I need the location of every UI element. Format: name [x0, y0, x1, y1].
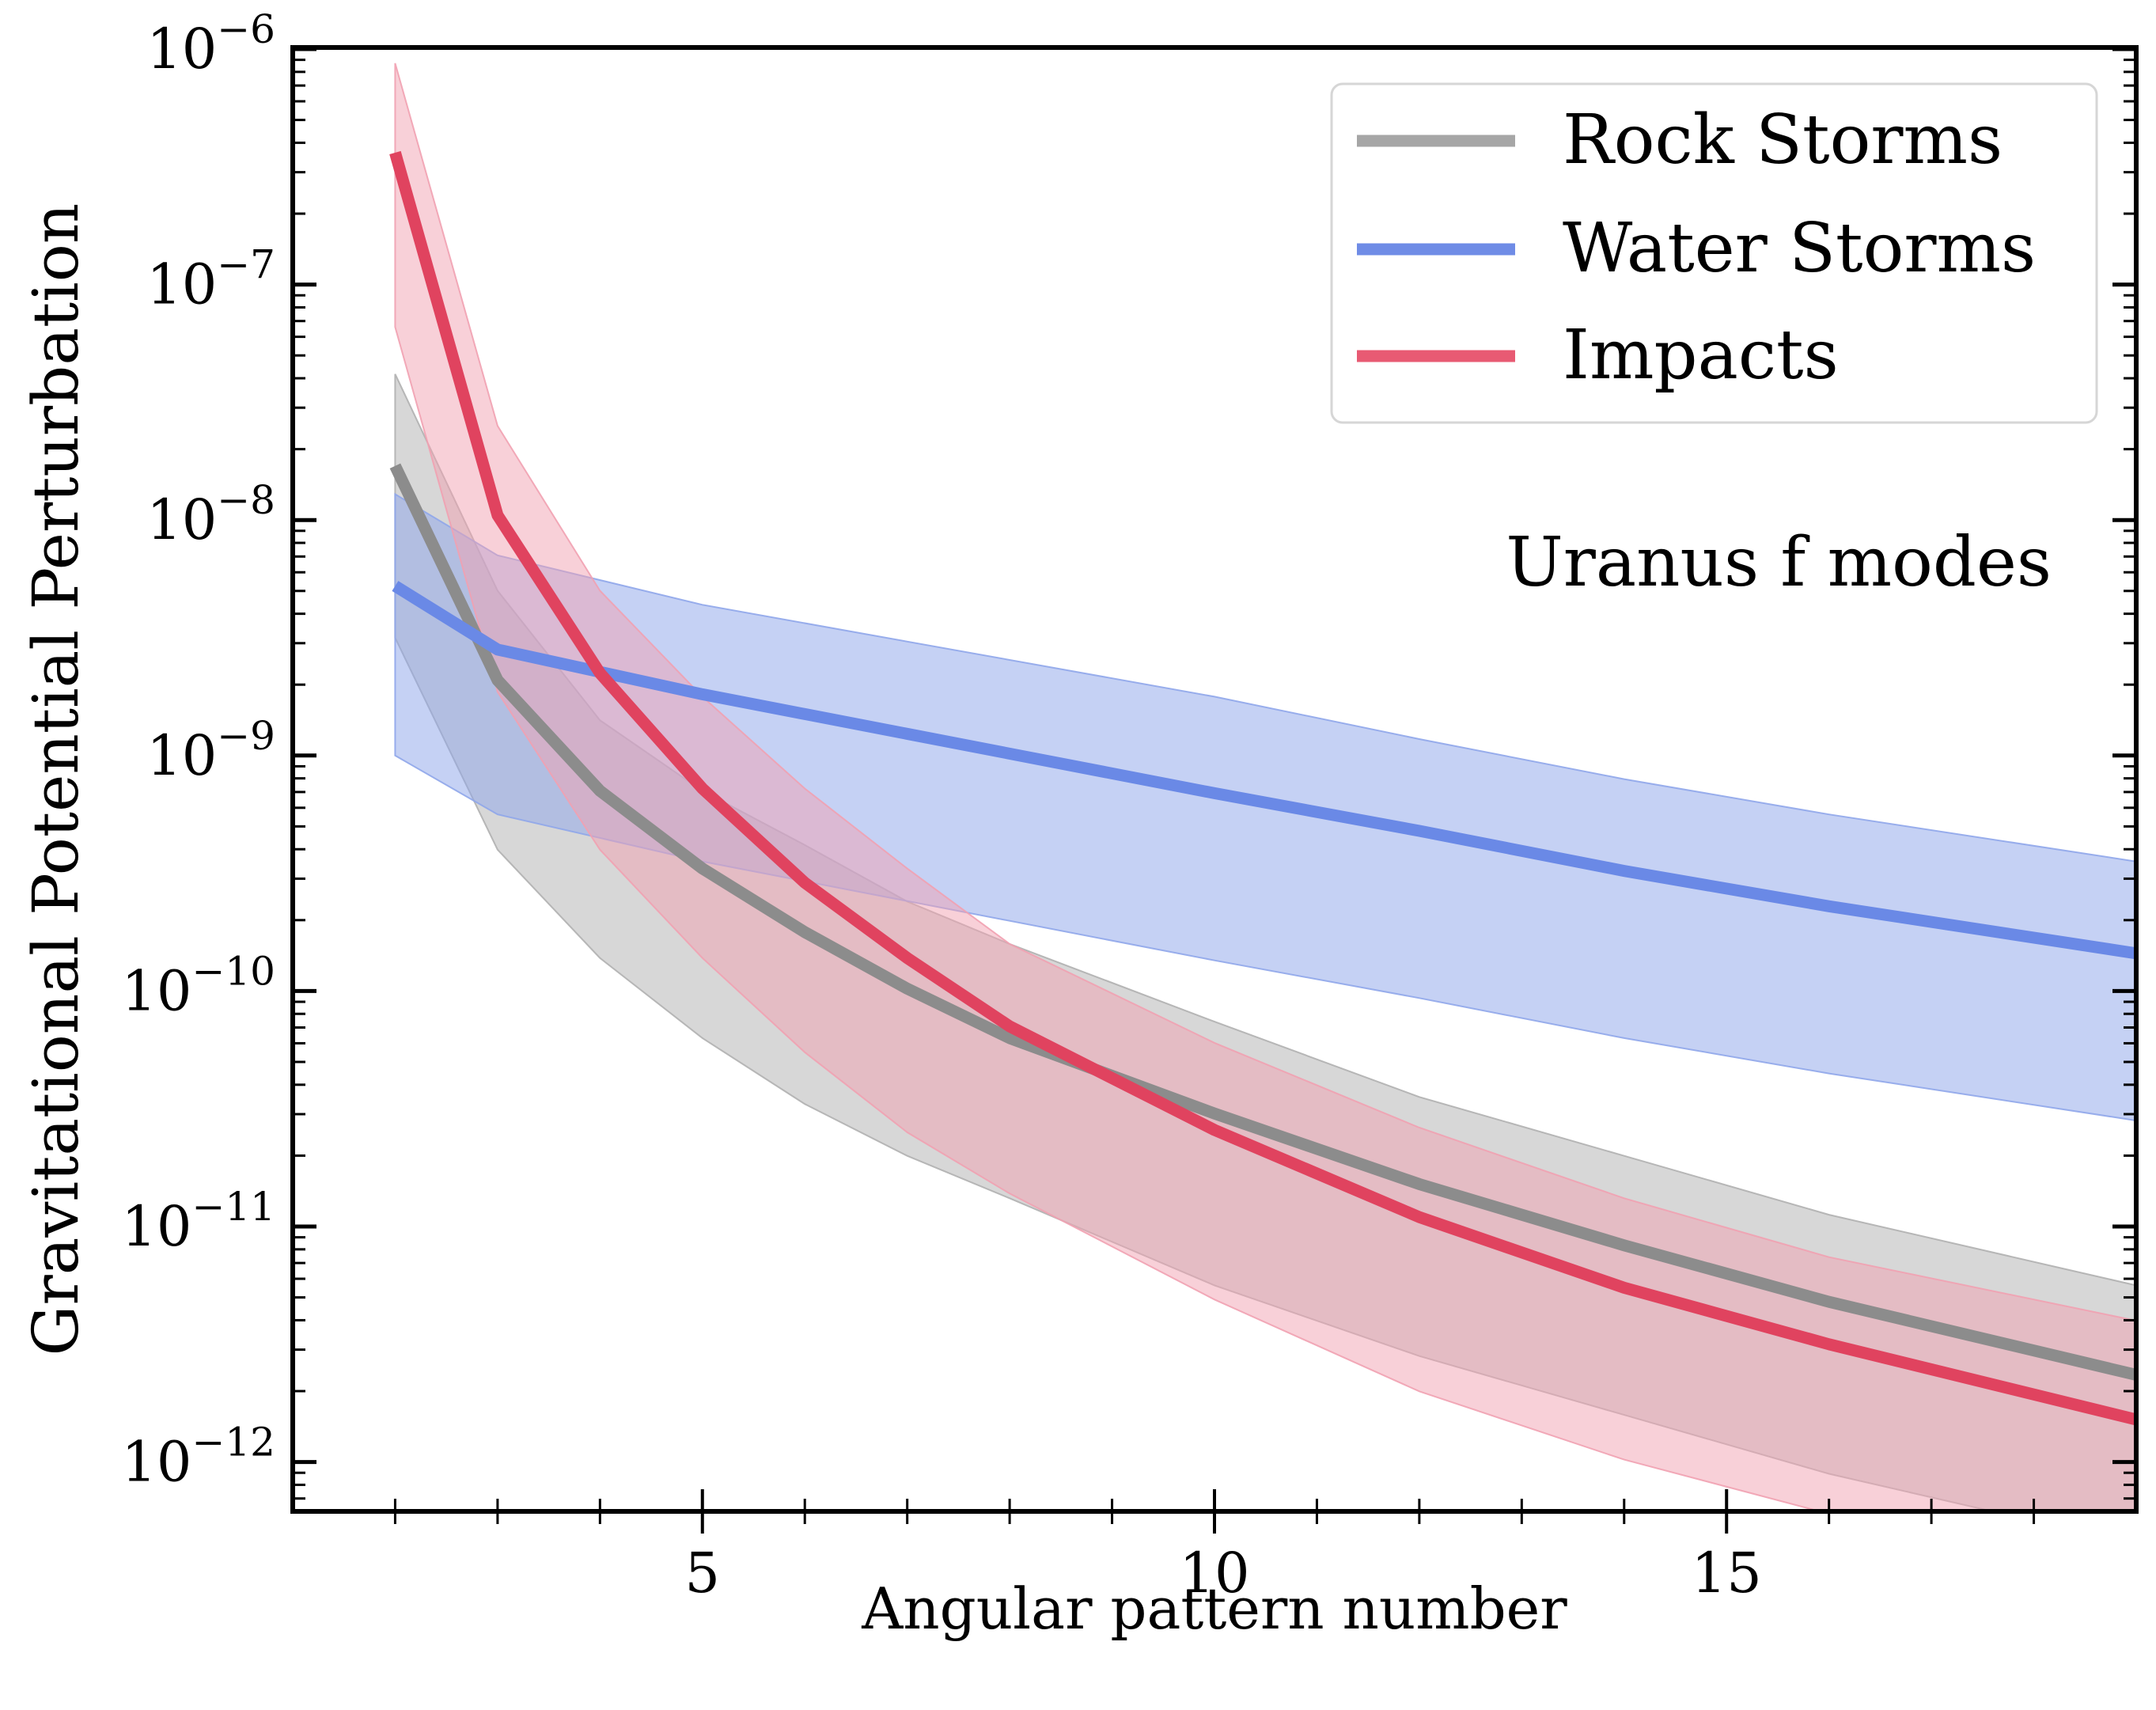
- water-storms-line: [392, 581, 2136, 960]
- y-tick-label: 10−8: [146, 477, 275, 552]
- legend-label-rock-storms: Rock Storms: [1563, 100, 2003, 180]
- y-tick-label: 10−7: [146, 242, 275, 317]
- rock-storms-line: [389, 463, 2136, 1381]
- x-tick-label: 10: [1179, 1541, 1249, 1606]
- y-tick-label: 10−12: [121, 1420, 275, 1495]
- impacts-band: [394, 63, 2136, 1511]
- y-tick-label: 10−6: [146, 6, 275, 82]
- y-axis-label: Gravitational Potential Perturbation: [19, 203, 93, 1356]
- y-tick-label: 10−9: [146, 713, 275, 788]
- series-lines: [389, 150, 2136, 1426]
- x-axis-ticks: 5 10 15: [393, 1489, 2036, 1606]
- y-axis-ticks: 10−6 10−7 10−8 10−9 10−10 10−11 10−12: [121, 6, 2136, 1500]
- annotation-text: Uranus f modes: [1506, 523, 2052, 602]
- legend-box: [1330, 82, 2098, 424]
- x-axis-label: Angular pattern number: [861, 1575, 1567, 1642]
- legend: Rock Storms Water Storms Impacts: [1330, 82, 2098, 424]
- legend-label-water-storms: Water Storms: [1563, 209, 2036, 288]
- y-tick-label: 10−11: [121, 1184, 275, 1259]
- y-tick-label: 10−10: [121, 948, 275, 1023]
- x-tick-label: 15: [1692, 1541, 1762, 1606]
- impacts-line: [389, 150, 2136, 1426]
- legend-label-impacts: Impacts: [1563, 316, 1839, 395]
- x-tick-label: 5: [685, 1541, 721, 1606]
